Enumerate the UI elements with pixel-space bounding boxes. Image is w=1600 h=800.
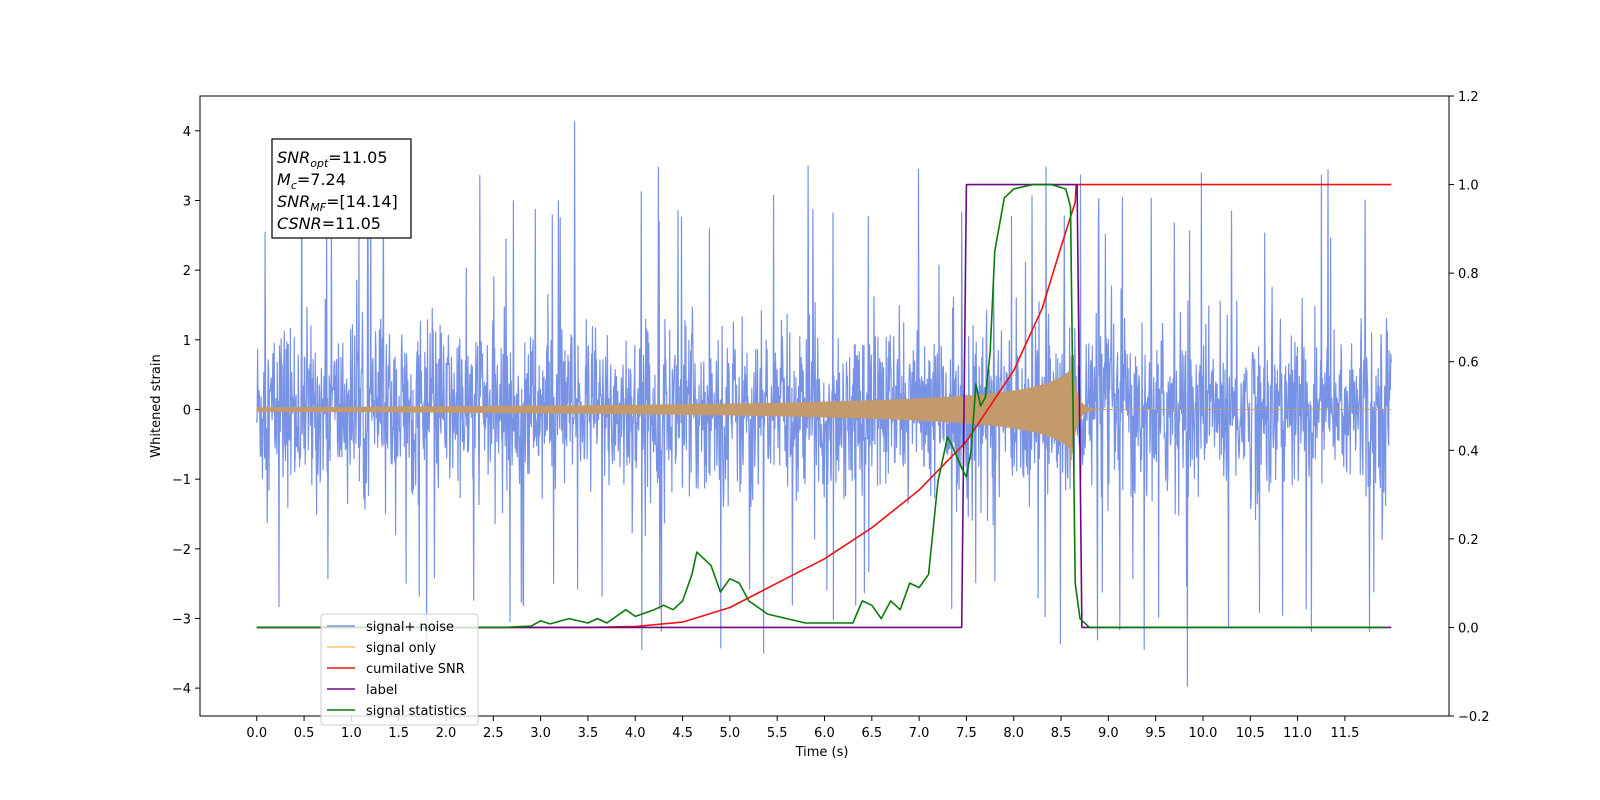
- legend: signal+ noise signal only cumilative SNR la…: [320, 613, 479, 726]
- y2-tick-label: 0.2: [1458, 533, 1479, 548]
- x-tick-label: 7.5: [956, 726, 977, 741]
- y-tick-label: −4: [172, 682, 191, 697]
- y-tick-label: 0: [183, 403, 191, 418]
- x-tick-label: 2.5: [483, 726, 504, 741]
- y-tick-label: −1: [172, 473, 191, 488]
- x-tick-label: 3.5: [578, 726, 599, 741]
- x-tick-label: 1.5: [388, 726, 409, 741]
- x-axis-label: Time (s): [795, 745, 849, 760]
- annotation-box: [271, 138, 412, 239]
- x-axis: 0.0 0.5 1.0 1.5 2.0 2.5 3.0 3.5 4.0 4.5 5.0 5.5 6.0 6…: [246, 716, 1359, 741]
- y-tick-label: 2: [183, 264, 191, 279]
- y2-tick-label: 1.0: [1458, 179, 1479, 194]
- series-line-signal-only: [256, 355, 1392, 468]
- annotation-line: Mc=7.24: [277, 170, 346, 192]
- x-tick-label: 9.0: [1098, 726, 1119, 741]
- snr-annotation-box: SNRopt=11.05Mc=7.24SNRMF=[14.14]CSNR=11.…: [271, 138, 412, 239]
- y-tick-label: 4: [183, 125, 191, 140]
- legend-entry: cumilative SNR: [366, 662, 465, 677]
- y-axis-left: 4 3 2 1 0 −1 −2 −3 −4: [172, 125, 200, 697]
- x-tick-label: 10.5: [1236, 726, 1265, 741]
- y2-tick-label: −0.2: [1458, 710, 1490, 725]
- y-axis-right: 1.2 1.0 0.8 0.6 0.4 0.2 0.0 −0.2: [1449, 90, 1490, 725]
- y-tick-label: −3: [172, 612, 191, 627]
- x-tick-label: 6.5: [861, 726, 882, 741]
- x-tick-label: 3.0: [530, 726, 551, 741]
- x-tick-label: 2.0: [436, 726, 457, 741]
- x-tick-label: 11.0: [1283, 726, 1312, 741]
- legend-entry: signal statistics: [366, 704, 467, 719]
- series-line-signal-statistics: [256, 183, 1386, 629]
- plot-area: [256, 121, 1392, 687]
- x-tick-label: 8.5: [1051, 726, 1072, 741]
- x-tick-label: 10.0: [1189, 726, 1218, 741]
- x-tick-label: 5.5: [767, 726, 788, 741]
- x-tick-label: 5.0: [720, 726, 741, 741]
- x-tick-label: 9.5: [1145, 726, 1166, 741]
- y-tick-label: 1: [183, 334, 191, 349]
- annotation-line: SNRopt=11.05: [277, 148, 388, 170]
- annotation-line: SNRMF=[14.14]: [277, 192, 398, 214]
- x-tick-label: 11.5: [1330, 726, 1359, 741]
- y-tick-label: 3: [183, 194, 191, 209]
- x-tick-label: 4.5: [672, 726, 693, 741]
- series-line-cumilative-snr: [256, 183, 1392, 629]
- y-axis-label: Whitened strain: [149, 354, 164, 457]
- x-tick-label: 1.0: [341, 726, 362, 741]
- y2-tick-label: 0.4: [1458, 444, 1479, 459]
- y-tick-label: −2: [172, 543, 191, 558]
- x-tick-label: 0.5: [294, 726, 315, 741]
- legend-frame: [320, 613, 479, 726]
- x-tick-label: 0.0: [246, 726, 267, 741]
- legend-entry: signal+ noise: [366, 620, 454, 635]
- annotation-line: CSNR=11.05: [277, 214, 381, 233]
- y2-tick-label: 0.0: [1458, 621, 1479, 636]
- x-tick-label: 6.0: [814, 726, 835, 741]
- y2-tick-label: 0.6: [1458, 356, 1479, 371]
- x-tick-label: 7.0: [909, 726, 930, 741]
- y2-tick-label: 1.2: [1458, 90, 1479, 105]
- legend-entry: signal only: [366, 641, 436, 656]
- series-line-signal-noise: [256, 121, 1392, 687]
- legend-entry: label: [366, 683, 397, 698]
- x-tick-label: 8.0: [1003, 726, 1024, 741]
- y2-tick-label: 0.8: [1458, 267, 1479, 282]
- x-tick-label: 4.0: [625, 726, 646, 741]
